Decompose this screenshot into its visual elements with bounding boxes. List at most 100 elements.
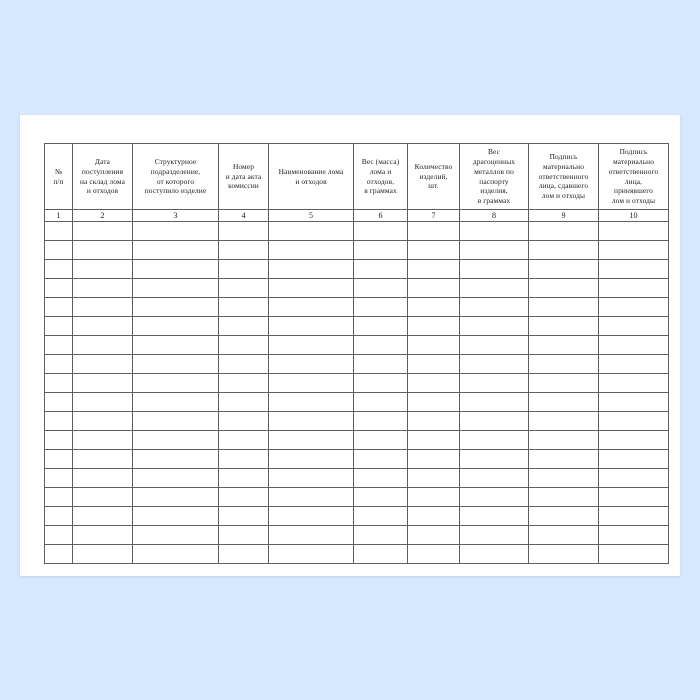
table-cell-empty[interactable] bbox=[72, 297, 133, 317]
table-cell-empty[interactable] bbox=[528, 259, 599, 279]
table-cell-empty[interactable] bbox=[353, 240, 408, 260]
table-cell-empty[interactable] bbox=[407, 259, 460, 279]
table-cell-empty[interactable] bbox=[598, 373, 669, 393]
table-cell-empty[interactable] bbox=[268, 240, 354, 260]
table-cell-empty[interactable] bbox=[44, 411, 73, 431]
table-cell-empty[interactable] bbox=[218, 468, 269, 488]
table-cell-empty[interactable] bbox=[407, 316, 460, 336]
table-cell-empty[interactable] bbox=[72, 392, 133, 412]
table-cell-empty[interactable] bbox=[132, 278, 219, 298]
table-cell-empty[interactable] bbox=[268, 487, 354, 507]
table-cell-empty[interactable] bbox=[528, 430, 599, 450]
table-cell-empty[interactable] bbox=[218, 354, 269, 374]
table-cell-empty[interactable] bbox=[218, 259, 269, 279]
table-cell-empty[interactable] bbox=[598, 506, 669, 526]
table-cell-empty[interactable] bbox=[218, 240, 269, 260]
table-cell-empty[interactable] bbox=[353, 506, 408, 526]
table-cell-empty[interactable] bbox=[598, 430, 669, 450]
table-cell-empty[interactable] bbox=[132, 487, 219, 507]
table-cell-empty[interactable] bbox=[72, 278, 133, 298]
table-row[interactable] bbox=[44, 468, 669, 488]
table-cell-empty[interactable] bbox=[72, 354, 133, 374]
table-cell-empty[interactable] bbox=[44, 297, 73, 317]
table-cell-empty[interactable] bbox=[353, 392, 408, 412]
table-cell-empty[interactable] bbox=[132, 468, 219, 488]
table-cell-empty[interactable] bbox=[218, 506, 269, 526]
table-cell-empty[interactable] bbox=[353, 354, 408, 374]
table-row[interactable] bbox=[44, 221, 669, 241]
table-cell-empty[interactable] bbox=[218, 373, 269, 393]
table-cell-empty[interactable] bbox=[44, 278, 73, 298]
table-cell-empty[interactable] bbox=[407, 525, 460, 545]
table-cell-empty[interactable] bbox=[407, 449, 460, 469]
table-cell-empty[interactable] bbox=[459, 335, 529, 355]
table-cell-empty[interactable] bbox=[598, 525, 669, 545]
table-cell-empty[interactable] bbox=[72, 487, 133, 507]
table-cell-empty[interactable] bbox=[268, 544, 354, 564]
table-cell-empty[interactable] bbox=[598, 392, 669, 412]
table-cell-empty[interactable] bbox=[72, 544, 133, 564]
table-cell-empty[interactable] bbox=[528, 506, 599, 526]
table-cell-empty[interactable] bbox=[44, 506, 73, 526]
table-row[interactable] bbox=[44, 487, 669, 507]
table-cell-empty[interactable] bbox=[72, 316, 133, 336]
table-cell-empty[interactable] bbox=[268, 335, 354, 355]
table-cell-empty[interactable] bbox=[407, 487, 460, 507]
table-cell-empty[interactable] bbox=[407, 354, 460, 374]
table-cell-empty[interactable] bbox=[407, 240, 460, 260]
table-cell-empty[interactable] bbox=[44, 487, 73, 507]
table-cell-empty[interactable] bbox=[132, 297, 219, 317]
table-cell-empty[interactable] bbox=[72, 525, 133, 545]
table-cell-empty[interactable] bbox=[44, 354, 73, 374]
table-row[interactable] bbox=[44, 316, 669, 336]
table-cell-empty[interactable] bbox=[407, 221, 460, 241]
table-cell-empty[interactable] bbox=[598, 240, 669, 260]
table-cell-empty[interactable] bbox=[598, 221, 669, 241]
table-cell-empty[interactable] bbox=[528, 411, 599, 431]
table-cell-empty[interactable] bbox=[353, 373, 408, 393]
table-cell-empty[interactable] bbox=[268, 430, 354, 450]
table-cell-empty[interactable] bbox=[132, 506, 219, 526]
table-cell-empty[interactable] bbox=[132, 316, 219, 336]
table-cell-empty[interactable] bbox=[407, 544, 460, 564]
table-cell-empty[interactable] bbox=[218, 411, 269, 431]
table-cell-empty[interactable] bbox=[353, 449, 408, 469]
table-cell-empty[interactable] bbox=[459, 487, 529, 507]
table-row[interactable] bbox=[44, 430, 669, 450]
table-cell-empty[interactable] bbox=[407, 392, 460, 412]
table-cell-empty[interactable] bbox=[353, 411, 408, 431]
table-cell-empty[interactable] bbox=[218, 525, 269, 545]
table-cell-empty[interactable] bbox=[353, 316, 408, 336]
table-cell-empty[interactable] bbox=[218, 335, 269, 355]
table-cell-empty[interactable] bbox=[44, 544, 73, 564]
table-cell-empty[interactable] bbox=[132, 373, 219, 393]
table-cell-empty[interactable] bbox=[459, 278, 529, 298]
table-cell-empty[interactable] bbox=[72, 259, 133, 279]
table-cell-empty[interactable] bbox=[268, 392, 354, 412]
table-cell-empty[interactable] bbox=[268, 354, 354, 374]
table-cell-empty[interactable] bbox=[353, 221, 408, 241]
table-cell-empty[interactable] bbox=[459, 373, 529, 393]
table-cell-empty[interactable] bbox=[459, 544, 529, 564]
table-cell-empty[interactable] bbox=[353, 297, 408, 317]
table-cell-empty[interactable] bbox=[598, 297, 669, 317]
table-cell-empty[interactable] bbox=[528, 221, 599, 241]
table-cell-empty[interactable] bbox=[132, 411, 219, 431]
table-cell-empty[interactable] bbox=[44, 468, 73, 488]
table-cell-empty[interactable] bbox=[407, 468, 460, 488]
table-cell-empty[interactable] bbox=[459, 525, 529, 545]
table-cell-empty[interactable] bbox=[598, 468, 669, 488]
table-row[interactable] bbox=[44, 449, 669, 469]
table-row[interactable] bbox=[44, 525, 669, 545]
table-cell-empty[interactable] bbox=[528, 487, 599, 507]
table-cell-empty[interactable] bbox=[528, 240, 599, 260]
table-cell-empty[interactable] bbox=[353, 544, 408, 564]
table-cell-empty[interactable] bbox=[72, 335, 133, 355]
table-row[interactable] bbox=[44, 335, 669, 355]
table-cell-empty[interactable] bbox=[528, 354, 599, 374]
table-cell-empty[interactable] bbox=[72, 430, 133, 450]
table-cell-empty[interactable] bbox=[598, 487, 669, 507]
table-cell-empty[interactable] bbox=[268, 221, 354, 241]
table-cell-empty[interactable] bbox=[132, 544, 219, 564]
table-row[interactable] bbox=[44, 354, 669, 374]
